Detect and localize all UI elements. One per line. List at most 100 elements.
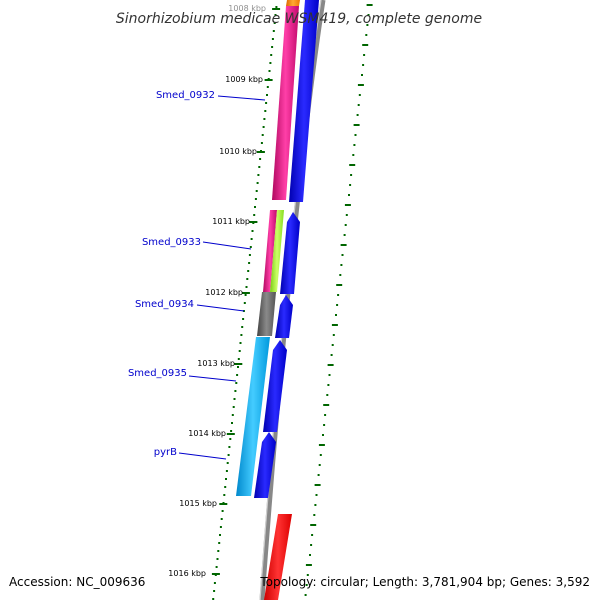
inner-dot: [212, 598, 215, 600]
gc-dot: [313, 514, 316, 516]
pink-feature-smed-0932[interactable]: [272, 6, 299, 200]
gc-dot: [356, 114, 359, 116]
inner-dot: [268, 70, 271, 72]
gc-dot: [367, 14, 370, 16]
cds-arrow-smed-0932[interactable]: [289, 0, 319, 202]
inner-dot: [242, 318, 245, 320]
gc-dot: [348, 194, 350, 196]
gc-dot: [350, 174, 353, 176]
map-title: Sinorhizobium medicae WSM419, complete g…: [116, 11, 482, 27]
gc-dot: [352, 154, 355, 156]
inner-dot: [234, 390, 237, 392]
tick-label-1016: 1016 kbp: [168, 569, 206, 578]
gene-label-smed-0933[interactable]: Smed_0933: [142, 237, 201, 248]
inner-dot: [274, 14, 277, 16]
gene-labels: Smed_0932 Smed_0933 Smed_0934 Smed_0935 …: [128, 90, 215, 458]
gc-dot: [340, 244, 347, 246]
gene-label-smed-0935[interactable]: Smed_0935: [128, 368, 187, 379]
inner-dot: [250, 238, 253, 240]
gc-dot: [340, 264, 343, 266]
cds-arrow-pyrb[interactable]: [254, 432, 276, 498]
gene-label-smed-0932[interactable]: Smed_0932: [156, 90, 215, 101]
leader-smed-0935: [188, 375, 237, 382]
inner-dot: [275, 6, 278, 8]
tick-mark: [219, 503, 228, 505]
leader-smed-0934: [196, 304, 245, 312]
inner-dot: [263, 118, 266, 120]
orange-feature[interactable]: [286, 0, 300, 6]
inner-dot: [248, 254, 251, 256]
tick-label-1013: 1013 kbp: [197, 359, 235, 368]
tick-label-1014: 1014 kbp: [188, 429, 226, 438]
cds-arrow-smed-0933[interactable]: [280, 212, 300, 294]
tick-mark: [211, 573, 220, 575]
inner-dot: [240, 334, 243, 336]
inner-dot: [259, 158, 262, 160]
tick-mark: [264, 79, 273, 81]
cds-arrow-smed-0935[interactable]: [263, 340, 287, 432]
tick-marks: [211, 8, 281, 575]
inner-dot: [241, 326, 244, 328]
inner-dot: [230, 430, 233, 432]
gc-dot: [330, 354, 333, 356]
gc-dot: [332, 334, 335, 336]
gc-dot: [362, 64, 365, 66]
cds-arrow-smed-0934[interactable]: [275, 295, 293, 338]
inner-dot: [261, 134, 264, 136]
tick-mark: [241, 292, 250, 294]
tick-label-1015: 1015 kbp: [179, 499, 217, 508]
inner-dot: [269, 62, 272, 64]
gc-dot: [327, 384, 330, 386]
gc-dot: [322, 434, 324, 436]
gc-dot: [339, 274, 342, 276]
gc-dot: [362, 44, 369, 46]
inner-dot: [247, 270, 250, 272]
inner-dot: [233, 398, 236, 400]
inner-dot: [266, 94, 268, 96]
gc-dot: [323, 424, 326, 426]
tick-label-1011: 1011 kbp: [212, 217, 250, 226]
inner-dot: [256, 182, 259, 184]
feature-track: [236, 0, 300, 600]
inner-dot: [243, 302, 246, 304]
gc-dot: [331, 344, 334, 346]
inner-dot: [228, 446, 231, 448]
gene-label-smed-0934[interactable]: Smed_0934: [135, 299, 194, 310]
gc-dot: [344, 204, 351, 206]
gc-dot: [326, 394, 329, 396]
inner-dot: [213, 590, 216, 592]
inner-dot: [239, 342, 242, 344]
inner-dot: [232, 406, 235, 408]
inner-dot: [244, 294, 247, 296]
inner-dot: [236, 374, 239, 376]
tick-mark: [226, 433, 235, 435]
inner-dot: [245, 286, 248, 288]
tick-label-1009: 1009 kbp: [225, 75, 263, 84]
gene-label-pyrb[interactable]: pyrB: [154, 447, 177, 458]
inner-dot: [249, 246, 252, 248]
tick-labels: 1008 kbp 1009 kbp 1010 kbp 1011 kbp 1012…: [168, 4, 266, 578]
inner-dot: [223, 494, 226, 496]
green-feature-smed-0933[interactable]: [270, 210, 284, 292]
gc-dot: [309, 554, 311, 556]
inner-dot: [262, 126, 265, 128]
inner-dot: [272, 30, 275, 32]
inner-dot: [231, 414, 234, 416]
inner-dot: [257, 174, 260, 176]
inner-dot: [218, 542, 221, 544]
gc-dot: [349, 164, 356, 166]
gc-dot: [361, 74, 363, 76]
inner-dot: [219, 526, 222, 528]
pink-feature-smed-0933[interactable]: [263, 210, 277, 292]
inner-dot: [226, 462, 229, 464]
cyan-feature-smed-0935[interactable]: [236, 337, 270, 496]
inner-dot: [227, 454, 230, 456]
red-feature[interactable]: [264, 514, 292, 600]
inner-dot-ring: [212, 6, 278, 600]
gray-feature-smed-0934[interactable]: [257, 292, 276, 336]
tick-label-1010: 1010 kbp: [219, 147, 257, 156]
inner-dot: [216, 558, 219, 560]
gc-dot-ring: [304, 4, 373, 596]
gc-dot: [304, 594, 307, 596]
